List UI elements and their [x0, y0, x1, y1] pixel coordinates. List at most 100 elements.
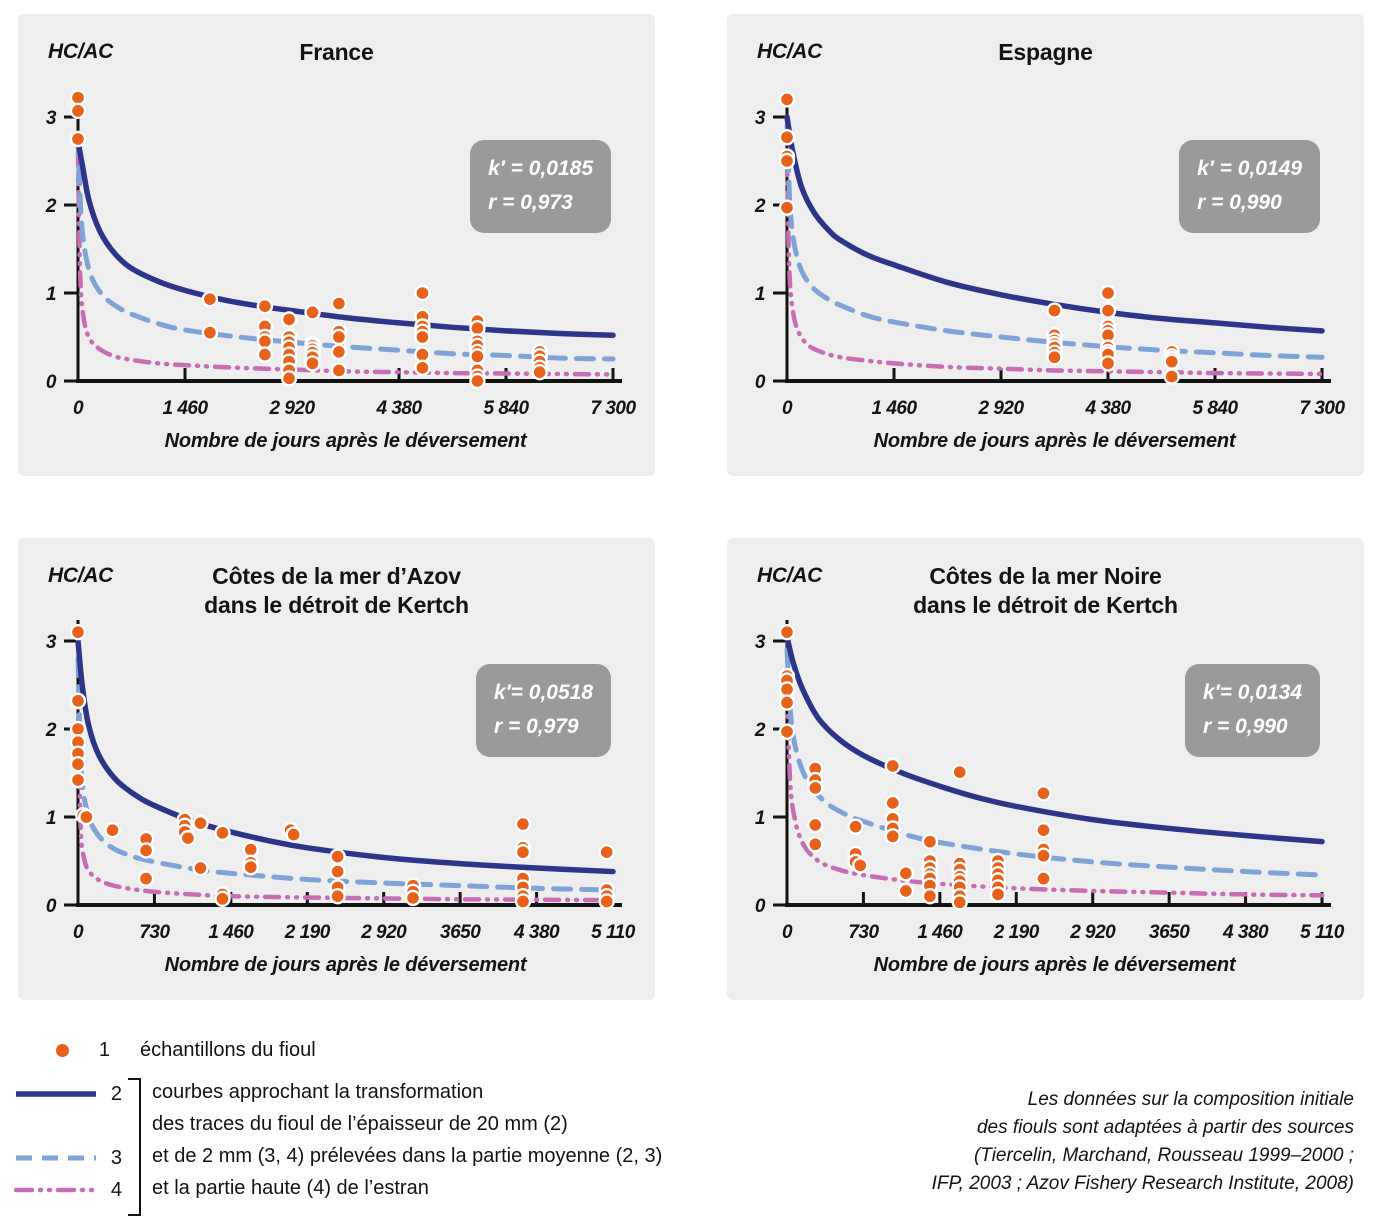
x-tick-label: 3650	[440, 922, 481, 943]
legend-description-line: courbes approchant la transformation	[152, 1081, 484, 1103]
scatter-point	[852, 857, 869, 874]
x-tick-label: 2 920	[268, 398, 315, 419]
scatter-point	[897, 865, 915, 882]
scatter-point	[514, 844, 532, 861]
x-tick-label: 0	[782, 398, 793, 419]
y-tick-label: 2	[754, 720, 766, 741]
scatter-point	[1163, 353, 1180, 370]
chart-title-line2: dans le détroit de Kertch	[204, 592, 469, 618]
r-value: 0,990	[1229, 191, 1282, 214]
k-value: 0,0185	[528, 157, 593, 180]
scatter-point	[404, 889, 422, 907]
x-tick-label: 2 920	[1069, 922, 1116, 943]
source-note-line: (Tiercelin, Marchand, Rousseau 1999–2000…	[973, 1145, 1354, 1166]
legend-number: 3	[110, 1147, 122, 1169]
scatter-point	[192, 814, 209, 832]
scatter-point	[897, 882, 915, 900]
x-tick-label: 0	[782, 922, 793, 943]
scatter-point	[778, 681, 796, 698]
x-tick-label: 4 380	[1084, 398, 1131, 419]
scatter-point	[778, 623, 796, 641]
scatter-point	[330, 328, 348, 346]
x-axis-title: Nombre de jours après le déversement	[874, 430, 1237, 452]
legend-number: 4	[110, 1179, 122, 1201]
y-tick-label: 3	[46, 108, 57, 129]
scatter-point	[214, 824, 231, 842]
scatter-point	[329, 888, 346, 905]
curve-2	[75, 138, 616, 338]
scatter-point	[1046, 349, 1063, 366]
chart-plot: 0 1 2 3 0 1 460 2 920 4 380 5 840 7 300 Nombre de …	[45, 89, 637, 452]
scatter-point	[242, 841, 259, 858]
x-axis-title: Nombre de jours après le déversement	[874, 954, 1237, 976]
y-tick-label: 2	[45, 720, 57, 741]
curve-4	[75, 691, 616, 903]
scatter-point	[285, 826, 302, 843]
chart-panel-mer-noire: HC/AC Côtes de la mer Noire dans le détr…	[727, 538, 1364, 1000]
scatter-point	[414, 328, 431, 346]
legend: 1 échantillons du fioul 2 3 4 courbes ap…	[0, 1030, 700, 1218]
x-tick-label: 730	[848, 922, 879, 943]
k-label: k′ =	[488, 157, 523, 180]
scatter-point	[414, 359, 431, 376]
scatter-point	[469, 372, 486, 390]
scatter-point	[514, 815, 532, 833]
scatter-point	[280, 311, 298, 328]
scatter-point	[137, 842, 155, 859]
fit-stats-box: k′= 0,0134 r = 0,990	[1184, 664, 1320, 757]
scatter-point	[921, 888, 939, 905]
x-tick-label: 0	[73, 398, 84, 419]
k-value: 0,0134	[1237, 681, 1302, 704]
scatter-point	[69, 771, 87, 789]
y-tick-label: 3	[46, 632, 57, 653]
r-value: 0,990	[1235, 715, 1288, 738]
x-tick-label: 4 380	[513, 922, 560, 943]
r-value: 0,979	[526, 715, 579, 738]
chart-title: Côtes de la mer d’Azov dans le détroit d…	[18, 562, 655, 620]
scatter-point	[1099, 284, 1117, 302]
chart-title-line2: dans le détroit de Kertch	[913, 592, 1178, 618]
scatter-point	[78, 808, 95, 826]
scatter-point	[951, 763, 968, 781]
scatter-point	[280, 370, 298, 387]
scatter-point	[531, 364, 548, 381]
legend-label: échantillons du fioul	[140, 1039, 316, 1061]
scatter-point	[304, 355, 321, 372]
x-tick-label: 1 460	[917, 922, 963, 943]
scatter-point	[778, 723, 796, 740]
scatter-point	[469, 348, 486, 365]
y-tick-label: 1	[46, 284, 56, 305]
scatter-point	[951, 894, 968, 911]
legend-curve-items: 2 3 4 courbes approchant la transformati…	[0, 1076, 700, 1218]
solid-line-icon	[16, 1091, 96, 1097]
scatter-point	[807, 816, 824, 834]
chart-title-line1: Côtes de la mer Noire	[929, 563, 1162, 589]
y-tick-label: 1	[755, 284, 765, 305]
x-tick-label: 2 190	[284, 922, 331, 943]
scatter-point	[104, 822, 121, 839]
legend-number: 2	[110, 1083, 122, 1105]
x-tick-label: 7 300	[590, 398, 636, 419]
scatter-point	[330, 362, 348, 379]
scatter-point	[469, 320, 486, 337]
y-tick-label: 0	[46, 372, 57, 393]
scatter-point	[256, 298, 274, 315]
chart-plot: 0 1 2 3 0 730 1 460 2 190 2 920 3650 4 380 5 110 Nom…	[754, 620, 1345, 976]
y-tick-label: 3	[755, 632, 766, 653]
x-tick-label: 2 920	[977, 398, 1024, 419]
y-tick-label: 0	[755, 896, 766, 917]
r-value: 0,973	[520, 191, 573, 214]
y-axis-label: HC/AC	[757, 564, 822, 587]
x-tick-label: 5 110	[591, 922, 636, 943]
x-tick-label: 0	[73, 922, 84, 943]
y-tick-label: 0	[755, 372, 766, 393]
scatter-point	[69, 755, 87, 773]
y-axis-label: HC/AC	[757, 40, 822, 63]
chart-title: Côtes de la mer Noire dans le détroit de…	[727, 562, 1364, 620]
r-label: r =	[1202, 715, 1230, 738]
scatter-point	[514, 893, 532, 910]
scatter-point	[807, 779, 824, 797]
x-axis-title: Nombre de jours après le déversement	[165, 954, 528, 976]
dashdot-line-icon	[14, 1187, 98, 1193]
